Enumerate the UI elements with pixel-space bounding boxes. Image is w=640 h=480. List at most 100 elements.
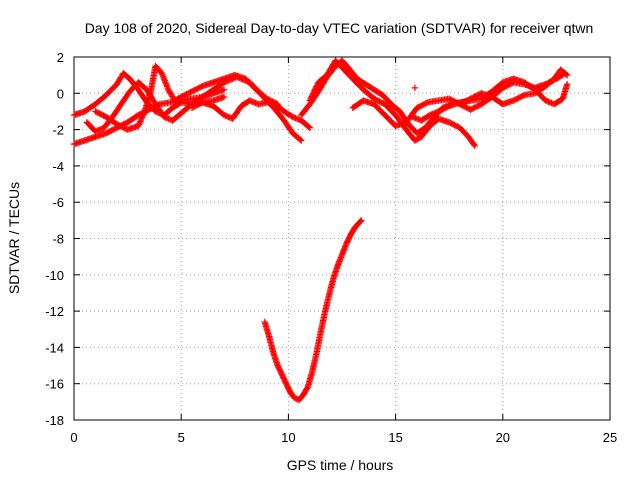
- data-point: [470, 141, 478, 148]
- data-point: [97, 125, 105, 133]
- chart-title: Day 108 of 2020, Sidereal Day-to-day VTE…: [85, 20, 594, 36]
- data-point: [289, 113, 296, 121]
- y-tick-label: -4: [52, 159, 64, 174]
- data-point: [313, 82, 321, 89]
- x-tick-label: 5: [178, 430, 185, 445]
- data-point: [410, 114, 418, 121]
- data-point: [293, 115, 301, 122]
- x-tick-label: 10: [281, 430, 295, 445]
- data-point: [92, 128, 99, 135]
- data-point: [137, 118, 144, 125]
- data-point: [220, 93, 228, 101]
- data-point: [310, 88, 317, 96]
- data-point: [223, 113, 231, 120]
- data-point: [311, 87, 318, 94]
- data-point: [471, 142, 479, 150]
- data-point: [163, 114, 171, 122]
- series-outlier: [411, 84, 419, 92]
- x-tick-label: 15: [388, 430, 402, 445]
- data-point: [426, 111, 434, 119]
- data-point: [220, 86, 228, 93]
- data-point: [298, 137, 305, 144]
- x-tick-label: 25: [603, 430, 617, 445]
- data-point: [430, 110, 438, 117]
- data-point: [309, 90, 317, 97]
- x-tick-label: 0: [70, 430, 77, 445]
- data-point: [140, 109, 148, 117]
- data-point: [562, 71, 570, 78]
- data-point: [433, 108, 441, 116]
- data-point: [305, 123, 312, 131]
- data-point: [246, 97, 254, 104]
- data-point: [542, 97, 549, 104]
- data-point: [519, 92, 527, 99]
- data-point: [308, 93, 316, 100]
- data-point: [295, 116, 302, 123]
- data-point: [411, 84, 419, 92]
- y-tick-label: -8: [52, 232, 64, 247]
- data-point: [95, 127, 102, 134]
- data-point: [309, 91, 316, 99]
- data-point: [292, 114, 299, 122]
- data-point: [252, 99, 259, 107]
- y-tick-label: -10: [45, 268, 64, 283]
- data-point: [138, 114, 146, 121]
- data-point: [563, 81, 571, 88]
- y-axis-label: SDTVAR / TECUs: [6, 182, 22, 294]
- data-point: [563, 71, 571, 79]
- series-track-9: [409, 75, 571, 124]
- data-point: [311, 86, 319, 93]
- y-tick-label: -2: [52, 123, 64, 138]
- data-points: [70, 57, 571, 404]
- series-track-10: [456, 66, 571, 108]
- data-point: [423, 99, 430, 107]
- y-tick-label: -18: [45, 413, 64, 428]
- y-tick-label: -16: [45, 377, 64, 392]
- series-track-11: [261, 217, 365, 404]
- data-point: [220, 111, 228, 119]
- data-point: [165, 115, 172, 122]
- data-point: [358, 217, 365, 224]
- data-point: [137, 116, 145, 124]
- data-point: [250, 99, 258, 106]
- data-point: [428, 111, 435, 118]
- data-point: [432, 109, 439, 116]
- data-point: [296, 136, 304, 143]
- data-point: [543, 97, 551, 105]
- data-point: [162, 114, 169, 121]
- data-point: [545, 98, 552, 105]
- data-point: [291, 395, 299, 402]
- data-point: [307, 95, 314, 103]
- data-point: [135, 122, 142, 130]
- data-point: [429, 110, 436, 118]
- data-point: [222, 112, 229, 119]
- series-track-3: [83, 73, 305, 144]
- data-point: [140, 111, 147, 118]
- series-track-5: [188, 97, 314, 131]
- y-tick-label: -6: [52, 195, 64, 210]
- data-point: [412, 114, 419, 122]
- data-point: [546, 99, 554, 106]
- y-tick-label: -12: [45, 304, 64, 319]
- series-track-7: [306, 57, 479, 150]
- y-tick-label: -14: [45, 340, 64, 355]
- data-point: [139, 112, 147, 120]
- data-point: [313, 83, 320, 90]
- data-point: [307, 94, 315, 101]
- x-axis-label: GPS time / hours: [287, 457, 394, 473]
- x-tick-label: 20: [496, 430, 510, 445]
- data-point: [357, 218, 364, 225]
- data-point: [306, 124, 314, 131]
- data-point: [160, 113, 168, 121]
- y-tick-label: 2: [57, 50, 64, 65]
- data-point: [249, 98, 256, 105]
- data-point: [93, 127, 101, 135]
- data-point: [96, 126, 103, 133]
- data-point: [138, 115, 145, 122]
- data-point: [248, 97, 255, 105]
- data-point: [306, 97, 314, 104]
- data-point: [413, 115, 421, 122]
- data-point: [135, 121, 143, 128]
